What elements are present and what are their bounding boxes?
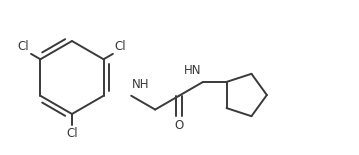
Text: HN: HN bbox=[184, 64, 201, 77]
Text: Cl: Cl bbox=[66, 127, 78, 140]
Text: Cl: Cl bbox=[115, 40, 126, 53]
Text: O: O bbox=[174, 119, 184, 132]
Text: NH: NH bbox=[132, 78, 149, 91]
Text: Cl: Cl bbox=[18, 40, 29, 53]
